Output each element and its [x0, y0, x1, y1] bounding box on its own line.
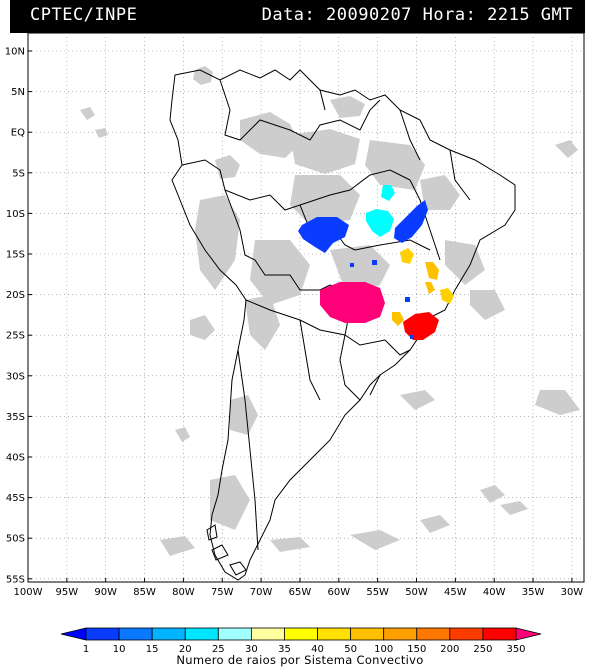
system-small-blue-2: [405, 297, 410, 302]
lat-label: 50S: [6, 534, 25, 545]
legend-swatch: [317, 627, 352, 641]
system-small-blue: [372, 260, 377, 265]
date-value: 20090207: [326, 5, 412, 25]
lat-label: 35S: [6, 412, 25, 423]
longitude-labels: 100W 95W 90W 85W 80W 75W 70W 65W 60W 55W 50W 45W 40W…: [14, 578, 584, 598]
lat-label: 30S: [6, 371, 25, 382]
system-cyan-top: [381, 185, 395, 201]
lat-label: 15S: [6, 250, 25, 261]
system-cyan: [366, 209, 394, 237]
system-red: [403, 312, 439, 340]
legend-tick: 35: [278, 644, 291, 655]
system-magenta: [320, 282, 385, 323]
lon-label: 65W: [289, 587, 312, 598]
legend-swatch: [85, 627, 120, 641]
legend-tick: 15: [146, 644, 159, 655]
lon-label: 50W: [405, 587, 428, 598]
legend-swatch: [151, 627, 186, 641]
legend-tick: 20: [179, 644, 192, 655]
legend-tick-labels: 1 10 15 20 25 30 35 40 50 100 150 200 250 350: [83, 644, 526, 655]
legend-tick: 30: [245, 644, 258, 655]
lon-label: 95W: [56, 587, 79, 598]
lon-label: 40W: [483, 587, 506, 598]
convective-systems: [298, 185, 454, 340]
system-yellow-2: [425, 262, 439, 280]
lon-label: 30W: [561, 587, 584, 598]
lat-label: 20S: [6, 290, 25, 301]
legend-left-arrow: [60, 627, 87, 641]
lon-label: 90W: [94, 587, 117, 598]
legend-swatch: [350, 627, 385, 641]
lon-label: 55W: [366, 587, 389, 598]
lon-label: 45W: [444, 587, 467, 598]
date-time-label: Data: 20090207 Hora: 2215 GMT: [262, 5, 573, 25]
legend-tick: 40: [311, 644, 324, 655]
source-label: CPTEC/INPE: [30, 5, 138, 25]
lon-label: 75W: [211, 587, 234, 598]
system-yellow-3: [440, 288, 454, 304]
legend-tick: 200: [440, 644, 459, 655]
legend-swatch: [184, 627, 219, 641]
lat-label: 25S: [6, 331, 25, 342]
lat-label: 55S: [6, 574, 25, 585]
system-yellow-5: [425, 282, 435, 294]
lon-label: 70W: [250, 587, 273, 598]
legend-tick: 10: [113, 644, 126, 655]
legend-tick: 150: [407, 644, 426, 655]
lat-label: 10S: [6, 209, 25, 220]
lon-label: 100W: [14, 587, 43, 598]
legend-color-bar: [60, 627, 542, 641]
legend-tick: 50: [344, 644, 357, 655]
lon-label: 35W: [522, 587, 545, 598]
system-yellow-1: [400, 248, 414, 264]
lat-label: 10N: [5, 47, 25, 58]
time-label: Hora:: [422, 5, 477, 25]
header-bar: CPTEC/INPE Data: 20090207 Hora: 2215 GMT: [10, 0, 585, 33]
legend-swatch: [118, 627, 153, 641]
legend-swatch: [383, 627, 418, 641]
lat-label: 45S: [6, 493, 25, 504]
legend-caption: Numero de raios por Sistema Convectivo: [176, 653, 424, 667]
legend-right-arrow: [515, 627, 542, 641]
lat-lon-grid: [28, 33, 584, 582]
cloud-cover: [80, 66, 580, 556]
lon-label: 60W: [327, 587, 350, 598]
lon-label: 85W: [133, 587, 156, 598]
system-small-blue-4: [410, 335, 414, 339]
lat-label: 40S: [6, 453, 25, 464]
date-label: Data:: [261, 5, 316, 25]
system-blue-east: [394, 200, 428, 243]
legend-tick: 1: [83, 644, 89, 655]
legend-tick: 25: [212, 644, 225, 655]
lon-label: 80W: [172, 587, 195, 598]
legend-swatch: [416, 627, 451, 641]
system-small-blue-3: [350, 263, 354, 267]
legend-swatch: [482, 627, 517, 641]
lat-label: EQ: [11, 128, 25, 139]
legend-tick: 350: [506, 644, 525, 655]
time-value: 2215 GMT: [487, 5, 573, 25]
system-blue-west: [298, 217, 349, 253]
legend-swatch: [284, 627, 318, 641]
legend-tick: 100: [374, 644, 393, 655]
legend-swatch: [449, 627, 484, 641]
system-yellow-4: [392, 312, 404, 326]
lat-label: 5S: [12, 168, 25, 179]
continent-outline: [169, 69, 516, 581]
lat-label: 5N: [11, 87, 25, 98]
legend-swatch: [250, 627, 285, 641]
latitude-labels: 10N 5N EQ 5S 10S 15S 20S 25S 30S 35S 40S 45S 50S 55S: [5, 47, 32, 585]
legend-tick: 250: [473, 644, 492, 655]
legend-swatch: [217, 627, 252, 641]
